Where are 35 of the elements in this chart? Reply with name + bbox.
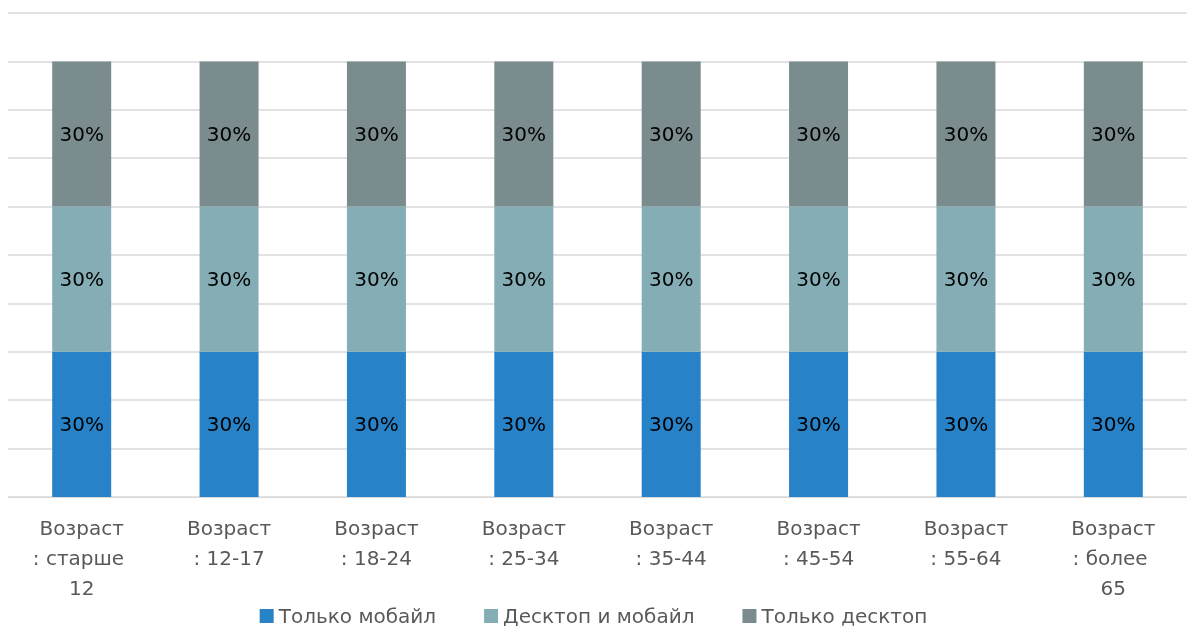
data-label: 30% [59,122,104,146]
data-label: 30% [59,412,104,437]
legend-label: Только мобайл [277,604,437,628]
data-label: 30% [501,412,547,437]
data-label: 30% [943,412,989,437]
x-tick-label: Возраст: 12-17 [186,516,272,570]
data-label: 30% [648,412,694,437]
data-label: 30% [354,412,399,437]
data-label: 30% [943,267,989,292]
legend-label: Десктоп и мобайл [503,604,695,628]
data-label: 30% [1091,122,1136,146]
data-label: 30% [943,122,989,146]
data-label: 30% [796,412,841,437]
data-label: 30% [501,122,547,146]
data-label: 30% [796,267,841,292]
x-tick-label: Возраст: 25-34 [481,516,567,570]
x-tick-label: Возраст: более 65 [1071,516,1156,600]
data-label: 30% [648,122,694,146]
data-label: 30% [648,267,694,292]
x-tick-label: Возраст: 55-64 [923,516,1009,570]
x-tick-label: Возраст: старше 12 [32,516,131,600]
data-label: 30% [1091,412,1136,437]
data-label: 30% [59,267,104,292]
data-label: 30% [501,267,547,292]
x-tick-label: Возраст: 18-24 [334,516,419,570]
data-label: 30% [206,412,252,437]
data-label: 30% [354,267,399,292]
data-label: 30% [206,267,252,292]
legend-label: Только десктоп [760,604,928,628]
data-label: 30% [796,122,841,146]
data-label: 30% [1091,267,1136,292]
data-label: 30% [354,122,399,146]
data-label: 30% [206,122,252,146]
x-tick-label: Возраст: 45-54 [776,516,861,570]
x-tick-label: Возраст: 35-44 [629,516,714,570]
